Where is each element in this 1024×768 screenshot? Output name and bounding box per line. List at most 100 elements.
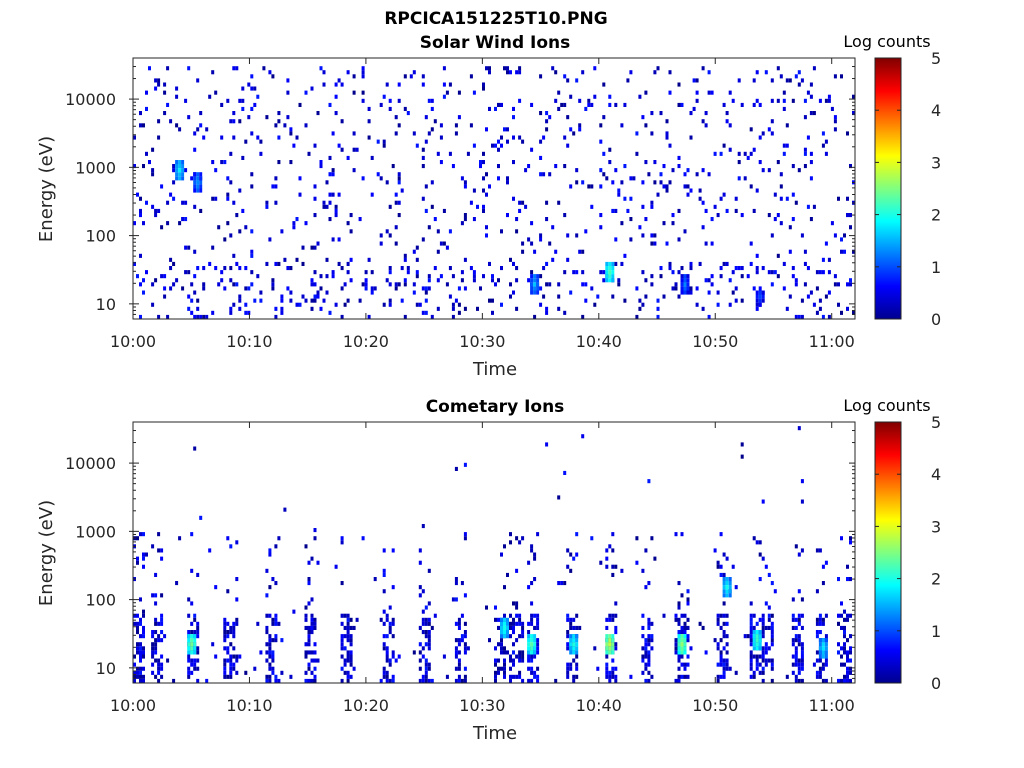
heatmap-cell <box>824 613 828 618</box>
colorbar-tick-label: 1 <box>931 622 941 641</box>
heatmap-cell <box>815 310 819 315</box>
heatmap-cell <box>397 172 401 177</box>
heatmap-cell <box>424 617 428 622</box>
heatmap-cell <box>307 666 311 671</box>
heatmap-cell <box>686 634 690 639</box>
heatmap-cell <box>388 204 392 209</box>
heatmap-cell <box>271 638 275 643</box>
heatmap-cell <box>277 678 281 683</box>
y-tick-label: 100 <box>85 591 116 610</box>
colorbar-label: Log counts <box>843 32 930 51</box>
heatmap-cell <box>650 200 654 205</box>
heatmap-cell <box>644 662 648 667</box>
heatmap-cell <box>385 613 389 618</box>
heatmap-cell <box>160 654 164 659</box>
heatmap-cell <box>337 237 341 242</box>
heatmap-cell <box>340 634 344 639</box>
heatmap-cell <box>427 634 431 639</box>
heatmap-cells <box>133 426 852 683</box>
heatmap-cell <box>265 678 269 683</box>
heatmap-cell <box>506 213 509 218</box>
heatmap-cell <box>728 123 732 128</box>
heatmap-cell <box>605 617 609 622</box>
heatmap-cell <box>569 621 573 626</box>
heatmap-cell <box>265 593 269 598</box>
heatmap-cell <box>707 314 711 319</box>
heatmap-cell <box>752 208 756 213</box>
heatmap-cell <box>563 470 567 475</box>
heatmap-cell <box>343 662 347 667</box>
heatmap-cell <box>536 666 540 671</box>
heatmap-cell <box>824 139 828 144</box>
heatmap-cell <box>151 302 155 307</box>
heatmap-cell <box>830 221 834 226</box>
heatmap-cell <box>494 678 497 683</box>
heatmap-cell <box>846 654 849 659</box>
heatmap-cell <box>623 164 627 169</box>
heatmap-cell <box>824 650 828 655</box>
heatmap-cell <box>572 131 576 136</box>
heatmap-cell <box>190 568 194 573</box>
heatmap-cell <box>584 298 588 303</box>
heatmap-cell <box>244 266 248 271</box>
heatmap-cell <box>193 274 197 279</box>
heatmap-cell <box>644 548 648 553</box>
heatmap-cell <box>686 597 690 602</box>
heatmap-cell <box>463 286 467 291</box>
heatmap-cell <box>704 111 708 116</box>
heatmap-cell <box>767 613 771 618</box>
x-tick-label: 10:30 <box>459 332 505 351</box>
heatmap-cell <box>707 90 711 95</box>
heatmap-cell <box>397 213 401 218</box>
heatmap-cell <box>154 572 158 577</box>
colorbar-tick-label: 5 <box>931 413 941 432</box>
heatmap-cell <box>442 208 446 213</box>
heatmap-cell <box>491 143 494 148</box>
heatmap-cell <box>139 282 142 287</box>
heatmap-cell <box>644 90 648 95</box>
heatmap-cell <box>307 625 311 630</box>
heatmap-cell <box>533 314 537 319</box>
heatmap-cell <box>196 621 200 626</box>
heatmap-cell <box>139 658 142 663</box>
heatmap-cell <box>800 646 804 651</box>
heatmap-cell <box>196 646 200 651</box>
heatmap-cell <box>665 131 669 136</box>
heatmap-cell <box>650 646 654 651</box>
heatmap-cell <box>815 630 819 635</box>
heatmap-cell <box>271 650 275 655</box>
heatmap-cell <box>818 654 822 659</box>
heatmap-cell <box>800 597 804 602</box>
heatmap-cell <box>418 302 422 307</box>
heatmap-cell <box>602 82 606 87</box>
colorbar-tick-label: 4 <box>931 465 941 484</box>
heatmap-cell <box>232 282 236 287</box>
heatmap-cell <box>821 617 825 622</box>
heatmap-cell <box>605 270 609 275</box>
heatmap-cell <box>749 625 753 630</box>
heatmap-cell <box>463 213 467 218</box>
heatmap-cell <box>142 609 145 614</box>
heatmap-cell <box>190 621 194 626</box>
heatmap-cell <box>683 172 687 177</box>
heatmap-cell <box>202 314 206 319</box>
heatmap-cell <box>349 278 353 283</box>
heatmap-cell <box>289 266 293 271</box>
heatmap-cell <box>187 630 191 635</box>
heatmap-cell <box>575 634 579 639</box>
heatmap-cell <box>518 200 522 205</box>
heatmap-cell <box>758 634 762 639</box>
heatmap-cell <box>142 654 145 659</box>
heatmap-cell <box>427 601 431 606</box>
heatmap-cell <box>268 646 272 651</box>
heatmap-cell <box>797 670 801 675</box>
heatmap-cell <box>542 266 546 271</box>
heatmap-cell <box>758 638 762 643</box>
heatmap-cell <box>259 298 263 303</box>
heatmap-cell <box>722 102 726 107</box>
heatmap-cell <box>482 160 485 165</box>
heatmap-cell <box>497 670 500 675</box>
heatmap-cell <box>611 634 615 639</box>
heatmap-cell <box>310 625 314 630</box>
heatmap-cell <box>500 621 503 626</box>
